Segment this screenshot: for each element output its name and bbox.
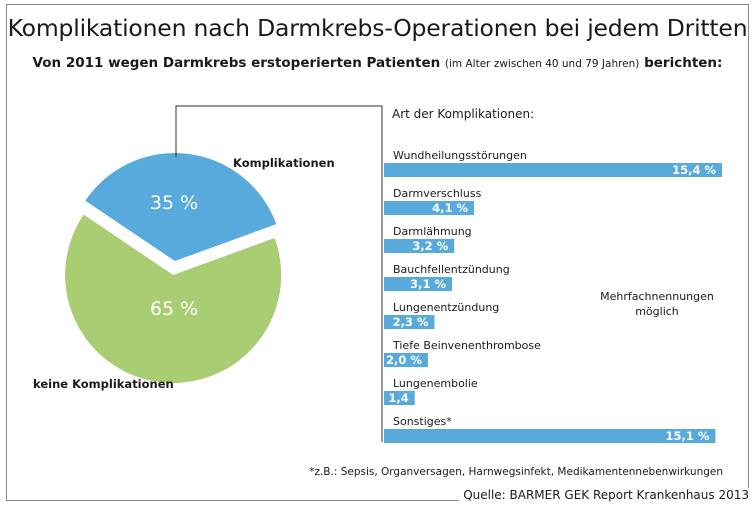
bar <box>384 315 435 329</box>
bar-chart-title: Art der Komplikationen: <box>392 107 534 121</box>
bar <box>384 277 453 291</box>
bar-chart: Art der Komplikationen: Wundheilungsstöru… <box>175 105 722 443</box>
pie-value-keine-komplikationen: 65 % <box>150 298 198 320</box>
bar-category-label: Darmverschluss <box>393 187 482 200</box>
bar-category-label: Bauchfellentzündung <box>393 263 510 276</box>
bar <box>384 353 428 367</box>
bar-value-label: 15,1 % <box>666 429 710 443</box>
pie-slice-komplikationen <box>85 153 277 262</box>
bar-value-label: 3,2 % <box>412 239 448 253</box>
pie-label-komplikationen: Komplikationen <box>233 156 335 170</box>
pie-value-komplikationen: 35 % <box>150 192 198 214</box>
pie-slice-keine-komplikationen <box>65 214 282 383</box>
bar-category-label: Tiefe Beinvenenthrombose <box>392 339 541 352</box>
bar-value-label: 2,0 % <box>386 353 422 367</box>
bar <box>384 391 415 405</box>
pie-label-keine-komplikationen: keine Komplikationen <box>33 377 174 391</box>
subtitle-main: Von 2011 wegen Darmkrebs erstoperierten … <box>32 55 441 71</box>
bar <box>384 429 716 443</box>
bar <box>384 201 474 215</box>
source-note: Quelle: BARMER GEK Report Krankenhaus 20… <box>459 488 749 502</box>
footnote: *z.B.: Sepsis, Organversagen, Harnwegsin… <box>309 466 723 478</box>
bar-annotation: Mehrfachnennungen möglich <box>600 290 714 318</box>
subtitle-note: (im Alter zwischen 40 und 79 Jahren) <box>444 58 640 70</box>
bar-value-label: 2,3 % <box>393 315 429 329</box>
bar <box>384 239 455 253</box>
chart-title: Komplikationen nach Darmkrebs-Operatione… <box>7 14 748 42</box>
pie-chart: 35 % 65 % Komplikationen keine Komplikation… <box>33 153 335 391</box>
bar-category-label: Lungenentzündung <box>393 301 499 314</box>
bar-value-label: 3,1 % <box>410 277 446 291</box>
bar-value-label: 1,4 <box>388 391 408 405</box>
chart-subtitle: Von 2011 wegen Darmkrebs erstoperierten … <box>0 55 755 71</box>
bar-category-label: Wundheilungsstörungen <box>393 149 527 162</box>
bar-category-label: Sonstiges* <box>393 415 452 428</box>
bar <box>384 163 722 177</box>
bar-category-label: Darmlähmung <box>393 225 472 238</box>
connector-line <box>175 105 383 442</box>
bar-value-label: 15,4 % <box>672 163 716 177</box>
chart-frame <box>6 4 749 501</box>
subtitle-end: berichten: <box>644 55 723 71</box>
bar-category-label: Lungenembolie <box>393 377 478 390</box>
bar-value-label: 4,1 % <box>432 201 468 215</box>
